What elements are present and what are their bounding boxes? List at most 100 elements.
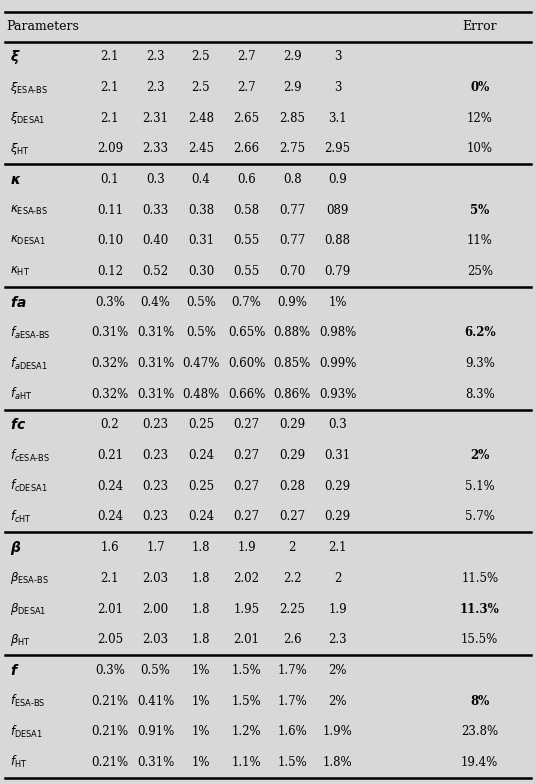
Text: $\xi_{\mathrm{ESA\text{-}BS}}$: $\xi_{\mathrm{ESA\text{-}BS}}$ (10, 79, 48, 96)
Text: 0.25: 0.25 (188, 480, 214, 493)
Text: $f_{\mathrm{HT}}$: $f_{\mathrm{HT}}$ (10, 754, 27, 771)
Text: $\boldsymbol{\beta}$: $\boldsymbol{\beta}$ (10, 539, 21, 557)
Text: 0.66%: 0.66% (228, 388, 265, 401)
Text: 2.65: 2.65 (234, 112, 259, 125)
Text: 0.85%: 0.85% (273, 358, 311, 370)
Text: 25%: 25% (467, 265, 493, 278)
Text: 3: 3 (334, 50, 341, 64)
Text: 0.5%: 0.5% (186, 326, 216, 339)
Text: 0.5%: 0.5% (140, 664, 170, 677)
Text: 2.1: 2.1 (101, 112, 119, 125)
Text: 0.23: 0.23 (143, 510, 168, 524)
Text: 1.5%: 1.5% (232, 695, 262, 707)
Text: 0.24: 0.24 (97, 510, 123, 524)
Text: 1.8: 1.8 (192, 541, 210, 554)
Text: $f_{a\mathrm{HT}}$: $f_{a\mathrm{HT}}$ (10, 387, 32, 402)
Text: 0.21%: 0.21% (91, 756, 129, 769)
Text: $\boldsymbol{\xi}$: $\boldsymbol{\xi}$ (10, 48, 20, 66)
Text: 089: 089 (326, 204, 349, 216)
Text: $\xi_{\mathrm{DESA1}}$: $\xi_{\mathrm{DESA1}}$ (10, 111, 45, 126)
Text: 0.47%: 0.47% (182, 358, 220, 370)
Text: 2.9: 2.9 (283, 81, 301, 94)
Text: 1.5%: 1.5% (277, 756, 307, 769)
Text: 0.55: 0.55 (234, 265, 259, 278)
Text: 2.09: 2.09 (97, 143, 123, 155)
Text: 0.4: 0.4 (192, 173, 210, 186)
Text: $\beta_{\mathrm{DESA1}}$: $\beta_{\mathrm{DESA1}}$ (10, 601, 46, 617)
Text: 2.03: 2.03 (143, 572, 168, 585)
Text: 1%: 1% (329, 296, 347, 309)
Text: 8.3%: 8.3% (465, 388, 495, 401)
Text: $f_{c\mathrm{HT}}$: $f_{c\mathrm{HT}}$ (10, 509, 32, 525)
Text: 2.01: 2.01 (234, 633, 259, 646)
Text: 2.7: 2.7 (237, 50, 256, 64)
Text: 1.7%: 1.7% (277, 695, 307, 707)
Text: 0.9%: 0.9% (277, 296, 307, 309)
Text: 0.6: 0.6 (237, 173, 256, 186)
Text: 0.11: 0.11 (97, 204, 123, 216)
Text: 1%: 1% (192, 664, 210, 677)
Text: 0.93%: 0.93% (319, 388, 356, 401)
Text: 2.01: 2.01 (97, 603, 123, 615)
Text: $f_{a\mathrm{ESA\text{-}BS}}$: $f_{a\mathrm{ESA\text{-}BS}}$ (10, 325, 50, 341)
Text: 19.4%: 19.4% (461, 756, 498, 769)
Text: 0.29: 0.29 (325, 480, 351, 493)
Text: 2.1: 2.1 (101, 572, 119, 585)
Text: 0.3%: 0.3% (95, 664, 125, 677)
Text: Parameters: Parameters (6, 20, 79, 33)
Text: 0.24: 0.24 (188, 510, 214, 524)
Text: 0.21: 0.21 (97, 449, 123, 462)
Text: 1.6%: 1.6% (277, 725, 307, 739)
Text: 0.24: 0.24 (97, 480, 123, 493)
Text: 1.2%: 1.2% (232, 725, 262, 739)
Text: 0.31%: 0.31% (137, 358, 174, 370)
Text: 2.3: 2.3 (146, 81, 165, 94)
Text: 1.9%: 1.9% (323, 725, 353, 739)
Text: $\boldsymbol{fc}$: $\boldsymbol{fc}$ (10, 417, 26, 433)
Text: 2.1: 2.1 (101, 81, 119, 94)
Text: 0.41%: 0.41% (137, 695, 174, 707)
Text: 0.29: 0.29 (279, 419, 305, 431)
Text: 0.88%: 0.88% (273, 326, 311, 339)
Text: 0.86%: 0.86% (273, 388, 311, 401)
Text: 11%: 11% (467, 234, 493, 248)
Text: 0.30: 0.30 (188, 265, 214, 278)
Text: 0.27: 0.27 (234, 480, 259, 493)
Text: 2.45: 2.45 (188, 143, 214, 155)
Text: 2.5: 2.5 (192, 50, 210, 64)
Text: $\beta_{\mathrm{ESA\text{-}BS}}$: $\beta_{\mathrm{ESA\text{-}BS}}$ (10, 570, 48, 586)
Text: 2.9: 2.9 (283, 50, 301, 64)
Text: 0.9: 0.9 (329, 173, 347, 186)
Text: 0.1: 0.1 (101, 173, 119, 186)
Text: 0.27: 0.27 (234, 510, 259, 524)
Text: $\beta_{\mathrm{HT}}$: $\beta_{\mathrm{HT}}$ (10, 632, 31, 648)
Text: 0.21%: 0.21% (91, 725, 129, 739)
Text: 0.55: 0.55 (234, 234, 259, 248)
Text: 0.31%: 0.31% (137, 756, 174, 769)
Text: 2: 2 (288, 541, 296, 554)
Text: 2.95: 2.95 (325, 143, 351, 155)
Text: 2.31: 2.31 (143, 112, 168, 125)
Text: 1%: 1% (192, 725, 210, 739)
Text: 0.48%: 0.48% (182, 388, 220, 401)
Text: 2%: 2% (470, 449, 489, 462)
Text: 0.12: 0.12 (97, 265, 123, 278)
Text: 0.60%: 0.60% (228, 358, 265, 370)
Text: 10%: 10% (467, 143, 493, 155)
Text: 0.2: 0.2 (101, 419, 119, 431)
Text: 1.8: 1.8 (192, 633, 210, 646)
Text: 0.10: 0.10 (97, 234, 123, 248)
Text: 2.1: 2.1 (329, 541, 347, 554)
Text: 11.3%: 11.3% (460, 603, 500, 615)
Text: 1%: 1% (192, 695, 210, 707)
Text: 0.88: 0.88 (325, 234, 351, 248)
Text: 0.29: 0.29 (325, 510, 351, 524)
Text: 0.8: 0.8 (283, 173, 301, 186)
Text: 2.6: 2.6 (283, 633, 301, 646)
Text: 1.1%: 1.1% (232, 756, 262, 769)
Text: 0.4%: 0.4% (140, 296, 170, 309)
Text: 2: 2 (334, 572, 341, 585)
Text: 0.33: 0.33 (143, 204, 168, 216)
Text: 1.8%: 1.8% (323, 756, 353, 769)
Text: 2.5: 2.5 (192, 81, 210, 94)
